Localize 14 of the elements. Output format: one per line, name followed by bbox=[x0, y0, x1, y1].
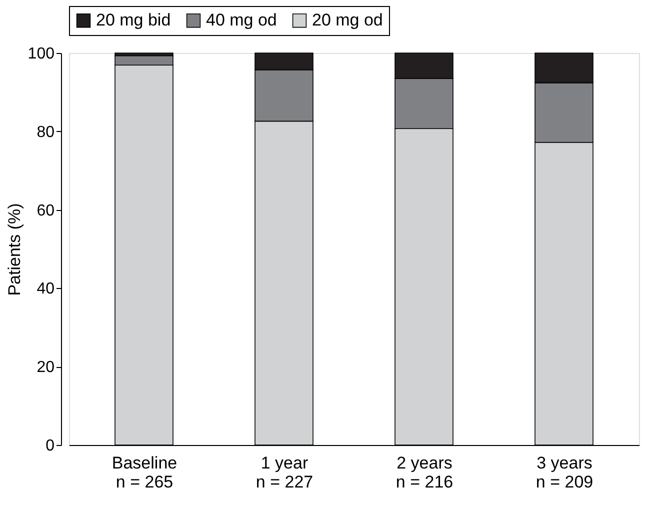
legend-label: 40 mg od bbox=[206, 10, 277, 30]
x-tick-label: Baseline n = 265 bbox=[112, 454, 178, 492]
y-tick-label: 100 bbox=[28, 46, 55, 62]
legend-label: 20 mg od bbox=[312, 10, 383, 30]
x-tick-label: 3 years n = 209 bbox=[536, 454, 594, 492]
y-tick-label: 60 bbox=[36, 202, 55, 220]
x-tick-label: 2 years n = 216 bbox=[396, 454, 454, 492]
y-axis-title: Patients (%) bbox=[4, 203, 24, 296]
y-tick-label: 40 bbox=[36, 280, 55, 298]
y-tick-label: 80 bbox=[36, 124, 55, 141]
legend-label: 20 mg bid bbox=[96, 10, 171, 30]
x-tick-label: 1 year n = 227 bbox=[256, 454, 314, 492]
y-tick-label: 0 bbox=[46, 438, 55, 454]
y-tick-label: 20 bbox=[36, 359, 55, 376]
